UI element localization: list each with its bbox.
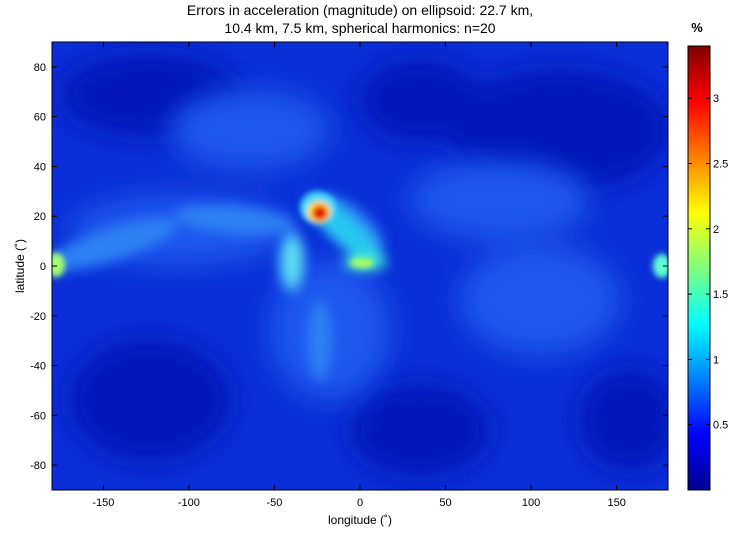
x-axis-ticks: -150 -100 -50 0 50 100 150 <box>92 42 626 509</box>
y-axis-ticks: 80 60 40 20 0 -20 -40 -60 -80 <box>30 62 668 472</box>
x-tick-label: 0 <box>357 497 363 509</box>
colorbar-tick-label: 3 <box>713 93 719 105</box>
colorbar-tick-label: 0.5 <box>713 420 728 432</box>
y-axis-label: latitude (˚) <box>13 239 27 293</box>
x-tick-label: -150 <box>92 497 114 509</box>
x-axis-label: longitude (˚) <box>328 513 392 527</box>
chart-title: Errors in acceleration (magnitude) on el… <box>187 2 533 36</box>
colorbar-tick-label: 1 <box>713 354 719 366</box>
x-tick-label: 50 <box>439 497 451 509</box>
colorbar: % 0.5 1 1.5 2 2.5 3 <box>687 20 728 491</box>
heatmap-dark-regions <box>60 55 668 475</box>
colorbar-tick-label: 2.5 <box>713 159 728 171</box>
heatmap-peaks <box>52 192 668 278</box>
x-tick-label: -50 <box>266 497 282 509</box>
chart-title-line-1: Errors in acceleration (magnitude) on el… <box>187 2 533 18</box>
x-tick-label: 100 <box>522 497 540 509</box>
y-tick-label: 80 <box>34 62 46 74</box>
y-tick-label: -20 <box>30 311 46 323</box>
x-tick-label: 150 <box>607 497 625 509</box>
y-tick-label: -80 <box>30 460 46 472</box>
y-tick-label: -60 <box>30 410 46 422</box>
y-tick-label: 20 <box>34 211 46 223</box>
x-tick-label: -100 <box>178 497 200 509</box>
colorbar-gradient <box>687 45 711 491</box>
chart-title-line-2: 10.4 km, 7.5 km, spherical harmonics: n=… <box>224 20 495 36</box>
y-tick-label: -40 <box>30 361 46 373</box>
heatmap-plot-area <box>52 42 668 490</box>
y-tick-label: 60 <box>34 112 46 124</box>
colorbar-ticks: 0.5 1 1.5 2 2.5 3 <box>688 93 728 432</box>
colorbar-unit: % <box>691 20 703 35</box>
colorbar-tick-label: 2 <box>713 224 719 236</box>
y-tick-label: 0 <box>40 261 46 273</box>
y-tick-label: 40 <box>34 161 46 173</box>
colorbar-tick-label: 1.5 <box>713 289 728 301</box>
